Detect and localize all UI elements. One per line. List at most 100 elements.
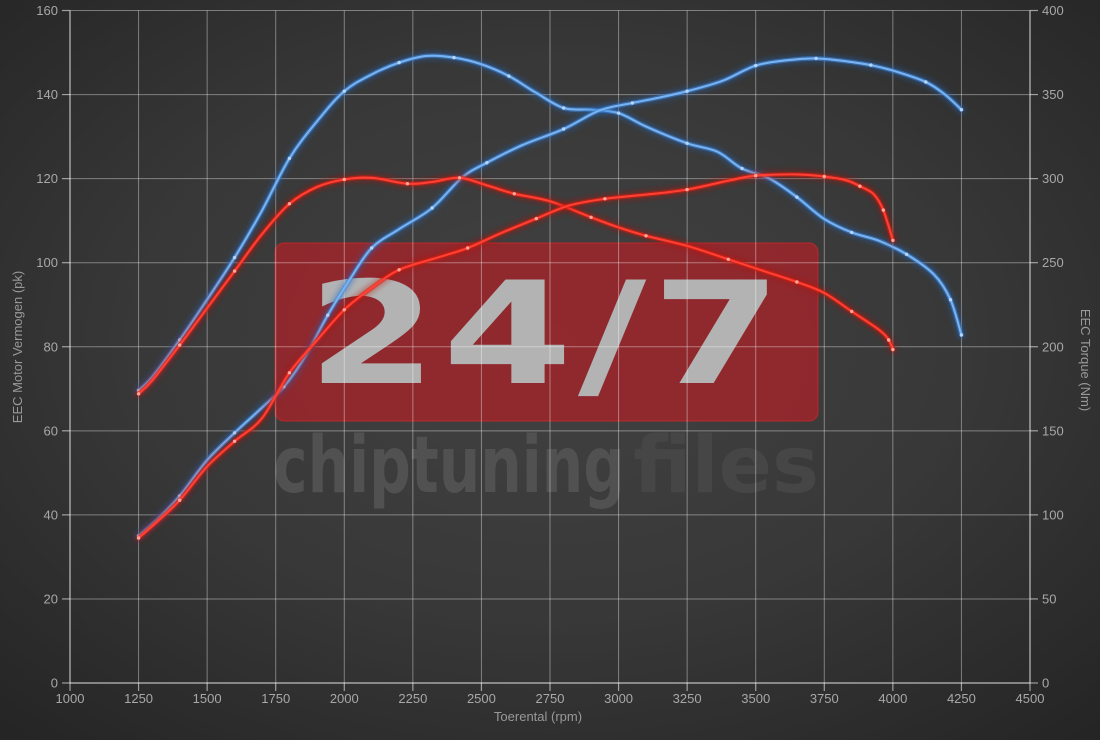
curve-point bbox=[342, 177, 346, 182]
watermark-badge-text: 24/7 bbox=[307, 252, 787, 417]
curve-original-torque bbox=[134, 173, 898, 399]
x-tick-label: 4250 bbox=[947, 691, 976, 706]
curve-core bbox=[137, 54, 963, 392]
y-left-tick-label: 80 bbox=[44, 339, 58, 354]
curve-point bbox=[616, 111, 621, 115]
x-tick-label: 2750 bbox=[536, 691, 565, 706]
y-right-tick-label: 350 bbox=[1042, 87, 1064, 102]
curve-point bbox=[287, 156, 292, 161]
y-right-tick-label: 200 bbox=[1042, 339, 1064, 354]
curve-point bbox=[685, 187, 689, 192]
y-left-tick-label: 40 bbox=[44, 507, 58, 522]
curve-point bbox=[397, 268, 401, 272]
curve-point bbox=[534, 216, 538, 221]
curve-point bbox=[232, 439, 237, 443]
x-tick-label: 1250 bbox=[124, 691, 153, 706]
x-tick-label: 1000 bbox=[56, 691, 85, 706]
curve-tuned-power bbox=[134, 53, 966, 541]
x-axis-title: Toerental (rpm) bbox=[494, 709, 582, 724]
curve-point bbox=[562, 106, 566, 110]
curve-point bbox=[232, 269, 237, 273]
x-tick-label: 3000 bbox=[604, 691, 633, 706]
curve-point bbox=[485, 161, 489, 165]
curve-point bbox=[685, 89, 689, 93]
curve-point bbox=[891, 238, 895, 243]
curve-point bbox=[287, 371, 292, 375]
curve-point bbox=[326, 313, 330, 317]
x-tick-label: 4000 bbox=[878, 691, 907, 706]
y-left-tick-label: 20 bbox=[44, 591, 58, 606]
y-right-axis-title: EEC Torque (Nm) bbox=[1078, 309, 1093, 411]
curve-point bbox=[589, 215, 593, 219]
curve-point bbox=[685, 141, 689, 145]
curve-original-power bbox=[134, 169, 898, 543]
curve-point bbox=[457, 176, 462, 180]
y-right-tick-label: 250 bbox=[1042, 255, 1064, 270]
curve-core bbox=[137, 176, 894, 395]
curve-point bbox=[232, 431, 237, 435]
y-left-tick-label: 0 bbox=[51, 676, 58, 691]
curve-core bbox=[137, 173, 894, 540]
axes bbox=[62, 9, 1038, 691]
curve-point bbox=[178, 498, 182, 502]
curve-point bbox=[850, 309, 854, 314]
curve-point bbox=[405, 182, 410, 186]
curve-point bbox=[795, 280, 799, 284]
curve-point bbox=[466, 246, 470, 250]
y-right-tick-label: 0 bbox=[1042, 676, 1049, 691]
curve-tuned-torque bbox=[134, 51, 966, 395]
curve-point bbox=[822, 174, 826, 179]
y-right-tick-label: 150 bbox=[1042, 423, 1064, 438]
curve-point bbox=[869, 63, 873, 67]
curve-point bbox=[795, 195, 799, 199]
curve-point bbox=[904, 252, 909, 256]
x-tick-label: 3750 bbox=[810, 691, 839, 706]
curve-point bbox=[814, 56, 818, 61]
curve-point bbox=[850, 230, 854, 235]
curve-point bbox=[397, 60, 401, 65]
curve-point bbox=[342, 308, 346, 312]
curve-point bbox=[948, 298, 953, 302]
curve-point bbox=[603, 197, 607, 201]
curve-point bbox=[754, 63, 758, 68]
y-left-tick-label: 140 bbox=[36, 87, 58, 102]
curve-point bbox=[430, 206, 434, 210]
curve-point bbox=[959, 333, 964, 337]
y-right-tick-label: 50 bbox=[1042, 591, 1056, 606]
curve-point bbox=[342, 89, 346, 93]
curve-point bbox=[740, 166, 744, 171]
x-tick-label: 4500 bbox=[1016, 691, 1045, 706]
curve-point bbox=[754, 174, 758, 178]
curve-point bbox=[370, 246, 374, 250]
y-left-tick-label: 60 bbox=[44, 423, 58, 438]
curve-point bbox=[136, 536, 141, 540]
curve-point bbox=[452, 55, 456, 60]
curve-point bbox=[881, 208, 885, 212]
curve-point bbox=[630, 101, 634, 105]
x-tick-label: 3500 bbox=[741, 691, 770, 706]
curve-point bbox=[887, 338, 891, 342]
x-tick-label: 2000 bbox=[330, 691, 359, 706]
curve-point bbox=[562, 127, 566, 131]
curve-point bbox=[287, 202, 292, 206]
curve-point bbox=[512, 192, 516, 196]
curve-point bbox=[726, 257, 730, 261]
watermark-brand-text-suffix: files bbox=[633, 421, 819, 511]
y-left-tick-label: 100 bbox=[36, 255, 58, 270]
y-right-tick-label: 400 bbox=[1042, 3, 1064, 18]
x-tick-label: 1500 bbox=[193, 691, 222, 706]
x-tick-label: 3250 bbox=[673, 691, 702, 706]
curve-point bbox=[178, 343, 182, 347]
curve-point bbox=[891, 347, 895, 352]
curve-point bbox=[232, 255, 237, 260]
curve-point bbox=[507, 74, 511, 78]
y-right-tick-label: 300 bbox=[1042, 171, 1064, 186]
y-left-tick-label: 160 bbox=[36, 3, 58, 18]
watermark-brand-text: chiptuning bbox=[273, 421, 625, 511]
x-tick-label: 2250 bbox=[398, 691, 427, 706]
curve-point bbox=[959, 108, 964, 112]
curve-point bbox=[858, 184, 862, 188]
x-tick-label: 1750 bbox=[261, 691, 290, 706]
